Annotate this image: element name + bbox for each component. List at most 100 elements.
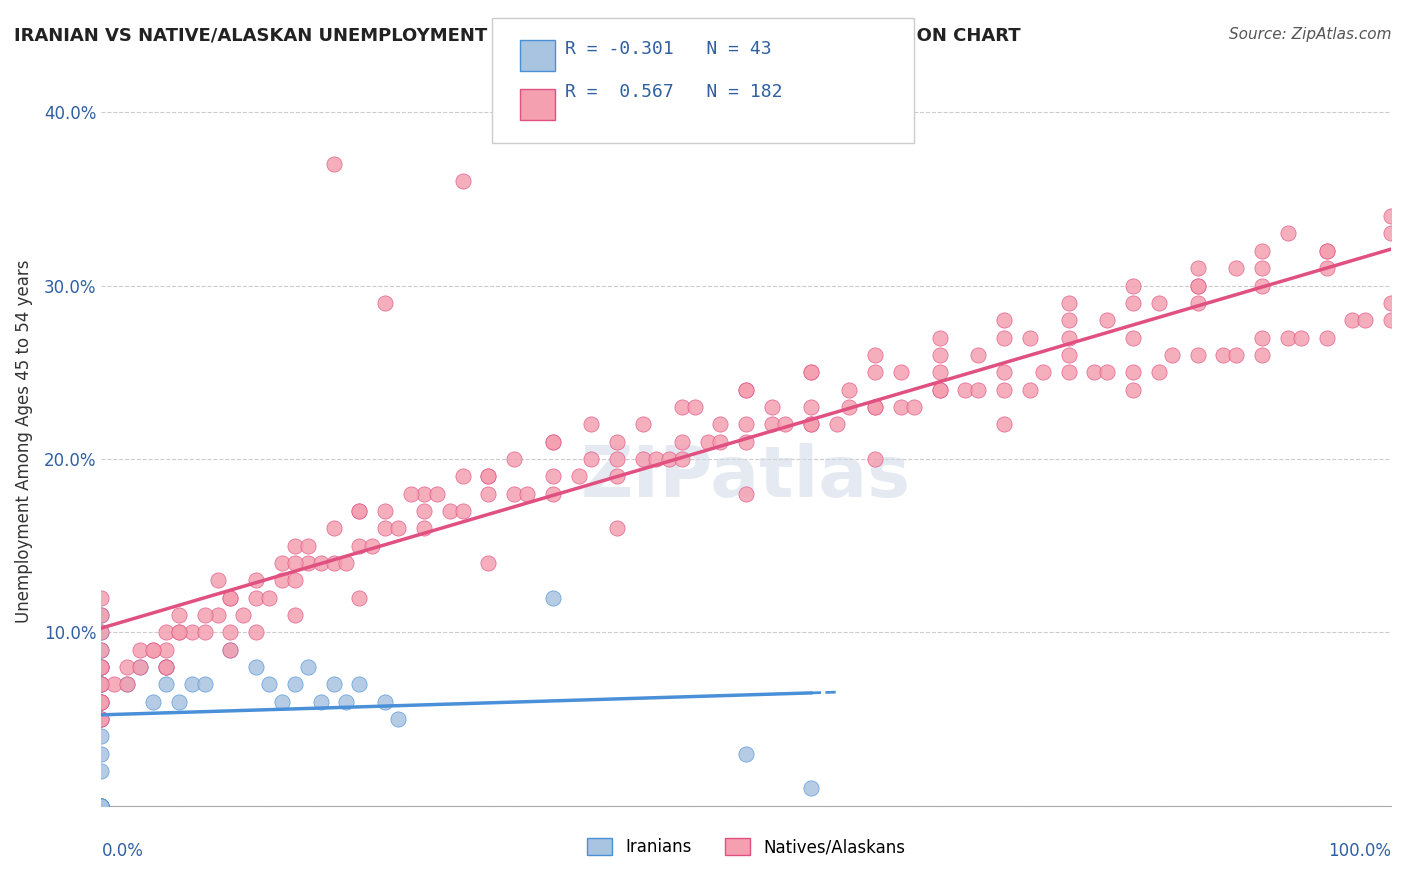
Point <box>245 625 267 640</box>
Point <box>1187 261 1209 276</box>
Point <box>90 712 112 726</box>
Point <box>271 695 294 709</box>
Point <box>219 642 242 657</box>
Point <box>90 677 112 691</box>
Point <box>194 625 217 640</box>
Point <box>90 798 112 813</box>
Point <box>374 504 396 518</box>
Point <box>1251 330 1274 344</box>
Point <box>645 451 668 466</box>
Point <box>541 434 564 449</box>
Point <box>90 607 112 622</box>
Point <box>90 798 112 813</box>
Point <box>1160 348 1182 362</box>
Point <box>735 417 758 432</box>
Point <box>349 504 371 518</box>
Point <box>993 330 1015 344</box>
Point <box>773 417 796 432</box>
Point <box>1315 261 1337 276</box>
Point <box>142 642 165 657</box>
Point <box>412 504 434 518</box>
Point <box>374 296 396 310</box>
Point <box>1122 365 1144 379</box>
Point <box>207 574 229 588</box>
Point <box>1097 313 1119 327</box>
Point <box>387 712 409 726</box>
Point <box>1277 330 1299 344</box>
Point <box>374 521 396 535</box>
Text: R = -0.301   N = 43: R = -0.301 N = 43 <box>565 40 772 58</box>
Point <box>257 591 280 605</box>
Point <box>90 677 112 691</box>
Point <box>90 798 112 813</box>
Point <box>309 695 332 709</box>
Point <box>349 539 371 553</box>
Point <box>568 469 591 483</box>
Point <box>1019 383 1042 397</box>
Point <box>155 660 177 674</box>
Point <box>142 642 165 657</box>
Point <box>477 556 499 570</box>
Point <box>928 348 950 362</box>
Point <box>1122 383 1144 397</box>
Point <box>1147 365 1170 379</box>
Point <box>631 451 654 466</box>
Point <box>322 556 344 570</box>
Point <box>993 383 1015 397</box>
Point <box>129 642 152 657</box>
Point <box>477 469 499 483</box>
Point <box>1057 330 1080 344</box>
Text: 100.0%: 100.0% <box>1329 842 1391 860</box>
Point <box>90 695 112 709</box>
Point <box>90 798 112 813</box>
Point <box>90 642 112 657</box>
Point <box>1225 261 1247 276</box>
Point <box>993 365 1015 379</box>
Point <box>117 660 139 674</box>
Point <box>180 677 202 691</box>
Point <box>1122 278 1144 293</box>
Point <box>928 330 950 344</box>
Point <box>297 556 319 570</box>
Point <box>1379 296 1402 310</box>
Point <box>207 607 229 622</box>
Point <box>800 781 823 796</box>
Point <box>322 677 344 691</box>
Point <box>335 556 357 570</box>
Point <box>219 591 242 605</box>
Point <box>219 591 242 605</box>
Point <box>335 695 357 709</box>
Point <box>1032 365 1054 379</box>
Point <box>581 417 603 432</box>
Point <box>90 625 112 640</box>
Point <box>761 400 783 414</box>
Point <box>735 383 758 397</box>
Point <box>1057 365 1080 379</box>
Point <box>155 625 177 640</box>
Point <box>90 660 112 674</box>
Point <box>631 417 654 432</box>
Point <box>117 677 139 691</box>
Point <box>90 798 112 813</box>
Point <box>1187 278 1209 293</box>
Point <box>890 365 912 379</box>
Point <box>219 625 242 640</box>
Point <box>257 677 280 691</box>
Point <box>800 417 823 432</box>
Point <box>1187 296 1209 310</box>
Point <box>838 383 860 397</box>
Point <box>412 521 434 535</box>
Point <box>90 607 112 622</box>
Point <box>541 469 564 483</box>
Point <box>219 642 242 657</box>
Point <box>322 521 344 535</box>
Point <box>194 607 217 622</box>
Point <box>245 591 267 605</box>
Point <box>412 486 434 500</box>
Point <box>439 504 461 518</box>
Text: Source: ZipAtlas.com: Source: ZipAtlas.com <box>1229 27 1392 42</box>
Point <box>1315 330 1337 344</box>
Point <box>1187 348 1209 362</box>
Point <box>735 747 758 761</box>
Point <box>451 174 474 188</box>
